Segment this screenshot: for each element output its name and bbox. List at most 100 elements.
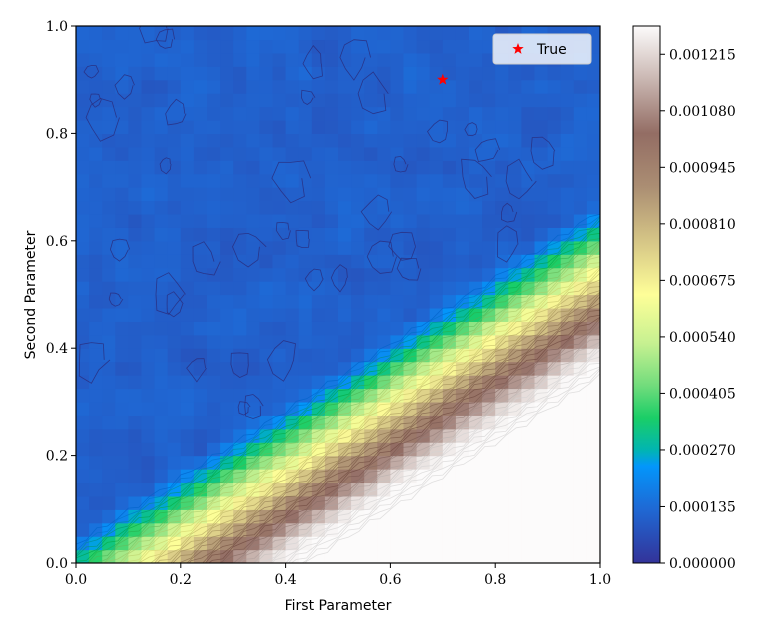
heat-cell — [416, 26, 431, 41]
heat-cell — [220, 187, 234, 202]
heat-cell — [377, 522, 391, 537]
heat-cell — [220, 281, 234, 296]
heat-cell — [154, 119, 169, 134]
heat-cell — [285, 66, 300, 81]
heat-cell — [233, 119, 247, 134]
heat-cell — [455, 509, 470, 524]
heat-cell — [324, 522, 339, 537]
heat-cell — [220, 375, 234, 390]
heat-cell — [390, 294, 405, 309]
heat-cell — [298, 106, 313, 121]
heat-cell — [469, 240, 483, 255]
heat-cell — [573, 187, 588, 202]
heat-cell — [403, 26, 418, 41]
heat-cell — [298, 187, 313, 202]
heat-cell — [115, 348, 129, 363]
heat-cell — [324, 187, 339, 202]
plot-frame — [75, 25, 601, 564]
heat-cell — [220, 79, 234, 94]
heat-cell — [351, 133, 365, 148]
heat-cell — [180, 267, 195, 282]
heat-cell — [416, 321, 431, 336]
contour-line — [138, 268, 600, 563]
heat-cell — [298, 26, 313, 41]
heat-cell — [482, 509, 496, 524]
heat-cell — [311, 375, 326, 390]
heat-cell — [259, 348, 274, 363]
heat-cell — [573, 133, 588, 148]
heat-cell — [272, 160, 287, 175]
heat-cell — [102, 39, 116, 54]
heat-cell — [76, 52, 90, 67]
heat-cell — [193, 307, 208, 322]
heat-cell — [495, 79, 509, 94]
heat-cell — [207, 307, 221, 322]
heat-cell — [429, 509, 444, 524]
heat-cell — [115, 119, 129, 134]
heat-cell — [351, 93, 365, 108]
heat-cell — [167, 307, 182, 322]
heat-cell — [324, 240, 339, 255]
heat-cell — [128, 321, 143, 336]
y-tick-label: 0.0 — [46, 556, 68, 572]
contour-line — [290, 367, 600, 563]
heat-cell — [220, 133, 234, 148]
heat-cell — [220, 93, 234, 108]
heat-cell — [364, 26, 378, 41]
heat-cell — [259, 281, 274, 296]
heat-cell — [469, 133, 483, 148]
heat-cell — [455, 307, 470, 322]
heat-cell — [272, 281, 287, 296]
heat-cell — [573, 469, 588, 484]
heat-cell — [128, 334, 143, 349]
heat-cell — [547, 93, 562, 108]
heat-cell — [573, 267, 588, 282]
heat-cell — [390, 119, 405, 134]
heat-cell — [442, 469, 457, 484]
heat-cell — [180, 52, 195, 67]
heat-cell — [442, 133, 457, 148]
heat-cell — [89, 240, 103, 255]
heat-cell — [416, 227, 431, 242]
heat-cell — [285, 334, 300, 349]
heat-cell — [351, 321, 365, 336]
heat-cell — [180, 187, 195, 202]
heat-cell — [416, 213, 431, 228]
heat-cell — [180, 66, 195, 81]
heat-cell — [207, 106, 221, 121]
heat-cell — [560, 536, 575, 551]
heat-cell — [455, 93, 470, 108]
heat-cell — [495, 495, 509, 510]
heat-cell — [154, 173, 169, 188]
heat-cell — [141, 160, 156, 175]
x-tick-label: 0.2 — [170, 572, 192, 588]
heat-cell — [560, 160, 575, 175]
heat-cell — [193, 119, 208, 134]
heat-cell — [259, 522, 274, 537]
heat-cell — [390, 415, 405, 430]
heat-cell — [455, 536, 470, 551]
heat-cell — [508, 173, 522, 188]
heat-cell — [560, 133, 575, 148]
heat-cell — [521, 173, 536, 188]
contour-line — [121, 262, 600, 563]
heat-cell — [220, 388, 234, 403]
heat-cell — [403, 307, 418, 322]
heat-cell — [469, 375, 483, 390]
heat-cell — [154, 442, 169, 457]
heat-cell — [220, 39, 234, 54]
heat-cell — [285, 187, 300, 202]
heat-cell — [141, 415, 156, 430]
heat-cell — [167, 39, 182, 54]
heat-cell — [364, 200, 378, 215]
heat-cell — [429, 442, 444, 457]
heat-cell — [76, 334, 90, 349]
heat-cell — [429, 160, 444, 175]
heat-cell — [220, 361, 234, 376]
heat-cell — [207, 39, 221, 54]
heat-cell — [115, 106, 129, 121]
heat-cell — [534, 119, 549, 134]
heat-cell — [259, 213, 274, 228]
heat-cell — [547, 240, 562, 255]
heat-cell — [534, 160, 549, 175]
